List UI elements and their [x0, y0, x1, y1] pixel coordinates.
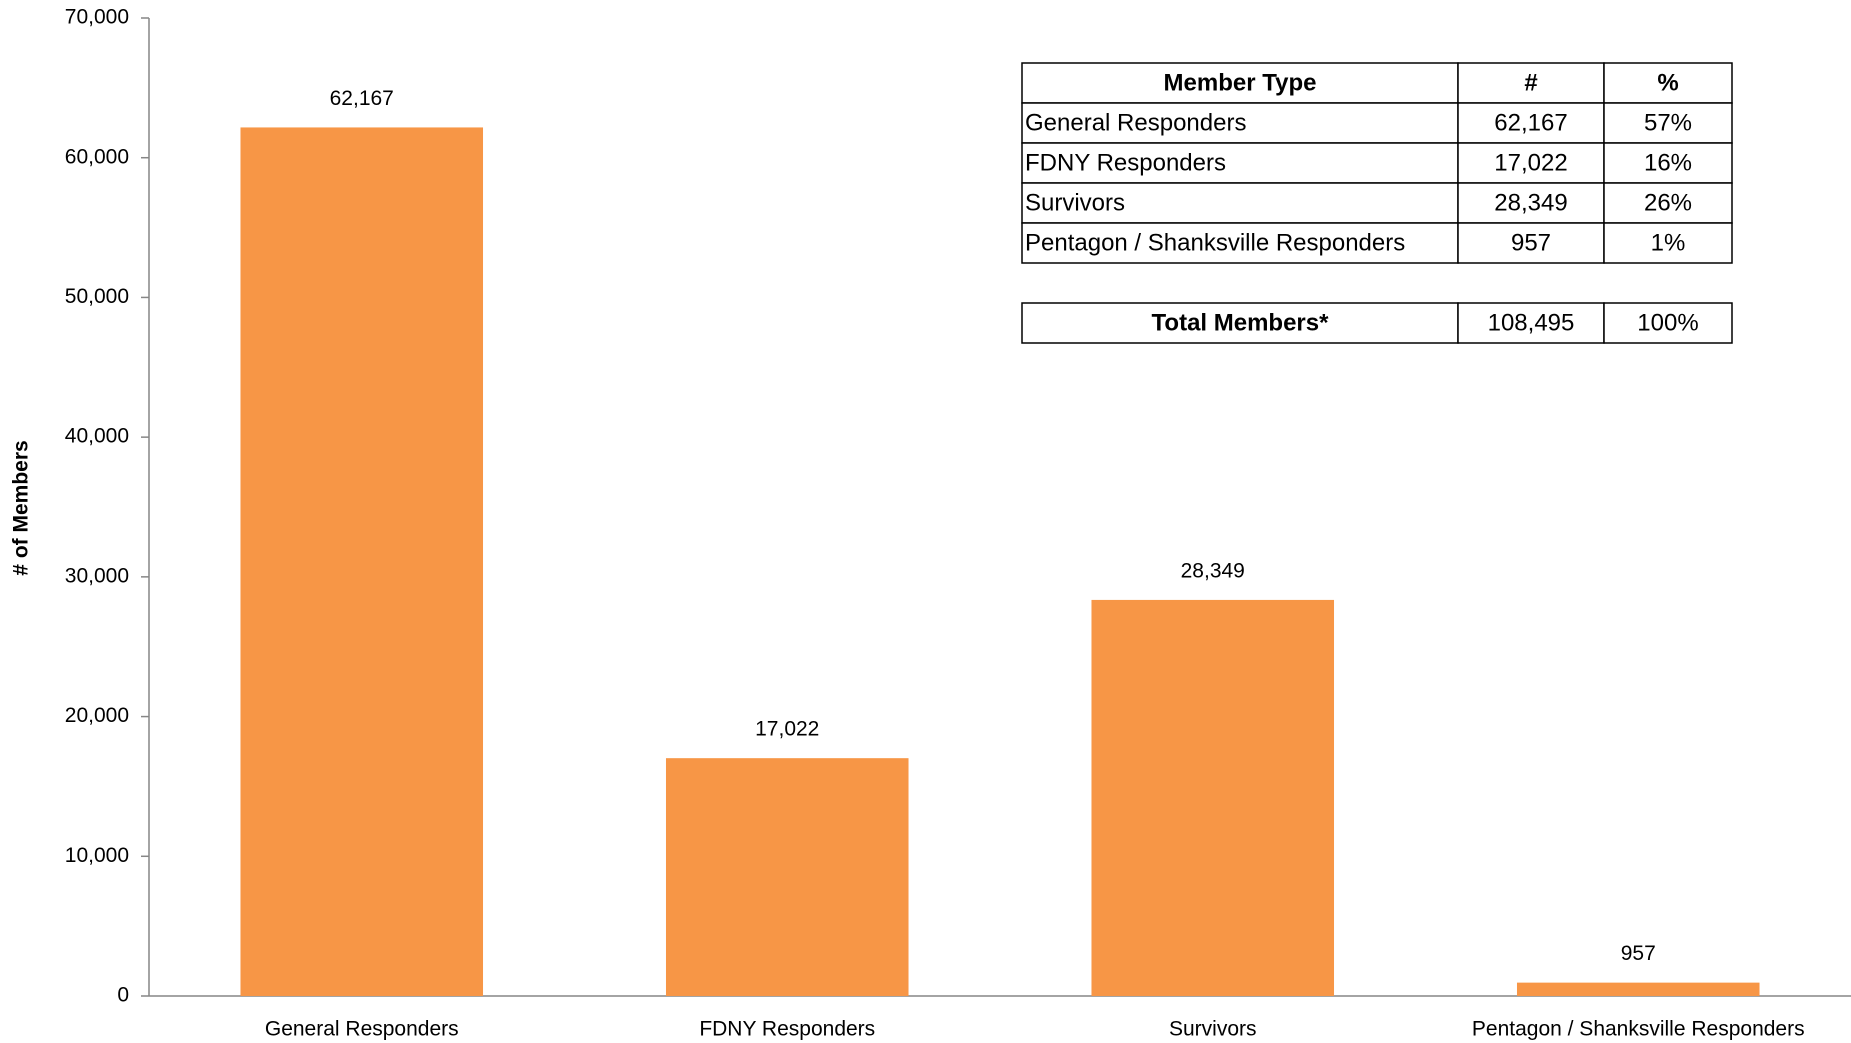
table-text: Total Members* — [1152, 309, 1330, 336]
table-text: 108,495 — [1488, 309, 1575, 336]
y-tick-label: 10,000 — [65, 844, 129, 867]
y-tick-label: 40,000 — [65, 425, 129, 448]
y-tick-label: 70,000 — [65, 6, 129, 29]
y-axis-title: # of Members — [10, 440, 33, 575]
table-text: 100% — [1637, 309, 1698, 336]
table-text: 26% — [1644, 189, 1692, 216]
x-tick-label: Pentagon / Shanksville Responders — [1472, 1018, 1805, 1041]
y-tick-label: 30,000 — [65, 564, 129, 587]
value-label: 17,022 — [755, 718, 819, 741]
table-cell — [1603, 182, 1733, 224]
table-text: 957 — [1511, 229, 1551, 256]
y-tick-label: 50,000 — [65, 285, 129, 308]
table-text: 1% — [1651, 229, 1686, 256]
table-text: 28,349 — [1494, 189, 1567, 216]
table-cell — [1603, 62, 1733, 104]
y-tick-label: 60,000 — [65, 145, 129, 168]
x-tick-label: FDNY Responders — [699, 1018, 875, 1041]
table-cell — [1021, 142, 1459, 184]
table-cell — [1457, 62, 1605, 104]
table-text: 16% — [1644, 149, 1692, 176]
table-text: % — [1657, 69, 1678, 96]
table-text: 62,167 — [1494, 109, 1567, 136]
table-cell — [1021, 302, 1459, 344]
table-cell — [1603, 102, 1733, 144]
y-tick-label: 0 — [117, 984, 129, 1007]
table-cell — [1457, 222, 1605, 264]
bar — [1516, 982, 1760, 996]
bar — [240, 127, 484, 996]
table-cell — [1021, 102, 1459, 144]
y-tick-label: 20,000 — [65, 704, 129, 727]
x-tick-label: Survivors — [1169, 1018, 1257, 1041]
value-label: 957 — [1621, 942, 1656, 965]
table-text: General Responders — [1025, 109, 1246, 136]
table-text: # — [1524, 69, 1537, 96]
value-label: 28,349 — [1181, 559, 1245, 582]
table-text: FDNY Responders — [1025, 149, 1226, 176]
table-text: Survivors — [1025, 189, 1125, 216]
table-cell — [1603, 302, 1733, 344]
table-cell — [1457, 302, 1605, 344]
table-text: Pentagon / Shanksville Responders — [1025, 229, 1405, 256]
bar — [665, 758, 909, 996]
table-cell — [1457, 182, 1605, 224]
bar — [1091, 599, 1335, 996]
value-label: 62,167 — [330, 87, 394, 110]
table-text: 17,022 — [1494, 149, 1567, 176]
table-text: Member Type — [1164, 69, 1317, 96]
summary-table: Member Type # % General Responders 62,167 57%… — [1021, 62, 1733, 344]
x-tick-label: General Responders — [265, 1018, 459, 1041]
table-text: 57% — [1644, 109, 1692, 136]
table-cell — [1603, 222, 1733, 264]
table-cell — [1021, 62, 1459, 104]
